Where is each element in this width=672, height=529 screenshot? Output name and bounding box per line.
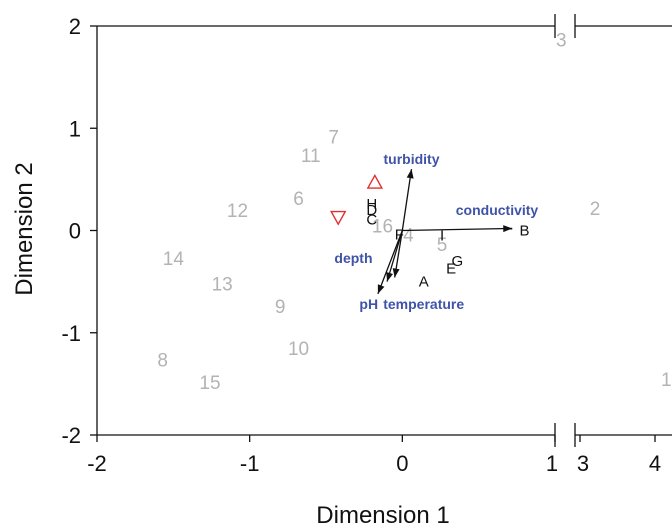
species-label: B [519,223,529,240]
site-label: 8 [157,350,168,371]
y-tick-label: -2 [61,423,81,448]
species-label: A [419,274,429,291]
site-label: 9 [275,297,286,318]
x-tick-label: 4 [649,451,661,476]
vector-line [401,169,413,231]
vector-arrowhead [377,284,385,294]
x-tick-label: 1 [546,451,558,476]
site-label: 16 [372,216,393,237]
site-label: 15 [199,373,220,394]
vector-arrowhead [406,169,414,179]
site-label: 1 [661,370,672,391]
vector-line [402,227,513,232]
species-label: H [366,196,377,213]
site-label: 3 [556,30,567,51]
species-label: G [451,253,463,270]
vector-arrowhead [386,271,393,282]
y-tick-label: 2 [69,14,81,39]
species-labels: A B CD E F G H I [366,196,529,291]
x-tick-label: -2 [87,451,107,476]
triangle-down-marker [330,210,347,226]
triangle-markers [330,174,384,226]
species-label: E [446,260,456,277]
species-label: C [366,211,377,228]
site-label: 12 [227,201,248,222]
site-label: 4 [403,226,414,247]
vector-label: pH [359,296,378,312]
vector-arrowhead [392,268,400,278]
site-label: 6 [293,189,304,210]
vector-label: conductivity [456,202,539,218]
y-axis-title: Dimension 2 [11,162,38,295]
x-tick-label: 3 [577,451,589,476]
vector-arrowhead [503,225,513,233]
x-tick-label: 0 [396,451,408,476]
site-label: 11 [301,146,321,167]
x-axis-title: Dimension 1 [316,502,449,529]
vector-label: turbidity [383,151,439,167]
species-label: D [366,202,377,219]
site-label: 2 [590,199,601,220]
triangle-up-marker [366,174,384,189]
y-tick-label: -1 [61,321,81,346]
vector-line [377,230,403,295]
y-tick-label: 0 [69,219,81,244]
species-label: F [395,227,404,244]
site-label: 5 [437,235,448,256]
site-label: 7 [328,127,339,148]
site-label: 10 [288,339,309,360]
site-label: 13 [212,275,233,296]
site-label: 14 [163,249,185,270]
x-tick-label: -1 [240,451,260,476]
y-tick-label: 1 [69,116,81,141]
vector-label: temperature [383,296,464,312]
environment-vectors: turbidity conductivity depth pH temperature [334,151,538,312]
vector-label: depth [334,250,372,266]
species-label: I [440,228,444,245]
